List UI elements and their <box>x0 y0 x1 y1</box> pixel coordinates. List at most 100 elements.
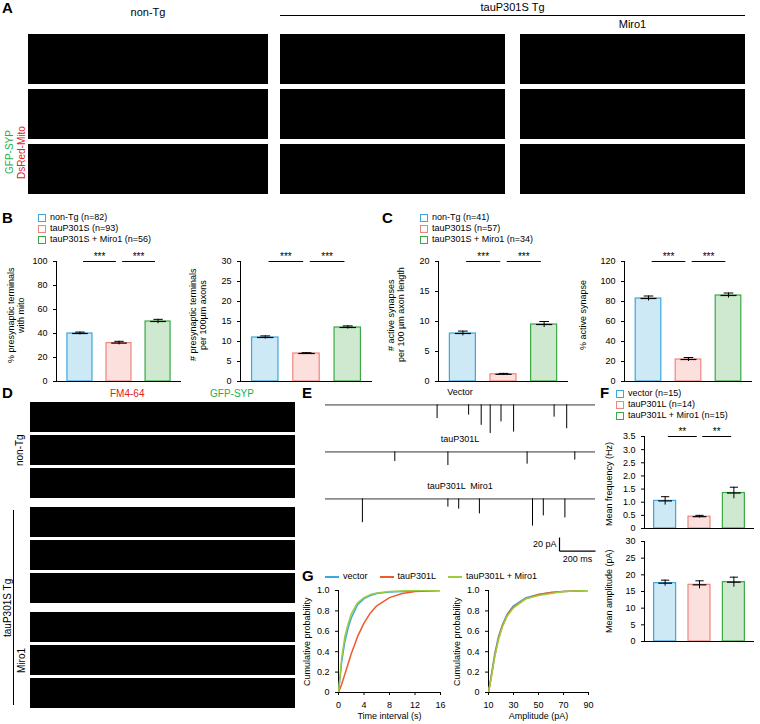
html-text:% presynaptic terminals with m: % presynaptic terminals with mito <box>6 267 27 363</box>
svg-text:20 pA: 20 pA <box>533 539 557 549</box>
svg-text:0.2: 0.2 <box>467 667 480 677</box>
svg-text:1.5: 1.5 <box>623 484 636 494</box>
html-text:# presynaptic terminals per 10: # presynaptic terminals per 100µm axons <box>188 268 209 362</box>
html-text:# active synapses per 100 µm a: # active synapses per 100 µm axon length <box>386 267 407 363</box>
svg-text:100: 100 <box>32 256 47 266</box>
html-text:non-Tg (n=82): non-Tg (n=82) <box>50 212 108 223</box>
svg-text:0: 0 <box>610 376 615 386</box>
svg-text:60: 60 <box>605 316 615 326</box>
svg-text:0.5: 0.5 <box>623 510 636 520</box>
svg-text:0: 0 <box>630 636 635 646</box>
html-text:tauP301S + Miro1 (n=56): tauP301S + Miro1 (n=56) <box>50 234 152 245</box>
svg-text:12: 12 <box>410 700 420 710</box>
html-text:FM4-64: FM4-64 <box>110 388 145 399</box>
svg-text:50: 50 <box>533 700 543 710</box>
html-text:tauP301S Tg: tauP301S Tg <box>2 578 13 637</box>
svg-text:0: 0 <box>226 376 231 386</box>
html-text:tauP301S Tg: tauP301S Tg <box>480 1 545 13</box>
svg-text:***: *** <box>703 251 715 262</box>
svg-text:0.2: 0.2 <box>317 667 330 677</box>
svg-text:2.0: 2.0 <box>623 471 636 481</box>
svg-text:Time interval (s): Time interval (s) <box>357 711 421 721</box>
svg-text:15: 15 <box>419 286 429 296</box>
svg-text:0.8: 0.8 <box>467 606 480 616</box>
svg-text:***: *** <box>133 251 145 262</box>
svg-text:30: 30 <box>508 700 518 710</box>
svg-text:25: 25 <box>625 553 635 563</box>
svg-text:120: 120 <box>600 256 615 266</box>
html-text:tauP301S (n=57): tauP301S (n=57) <box>432 223 501 234</box>
svg-text:***: *** <box>94 251 106 262</box>
svg-text:80: 80 <box>37 280 47 290</box>
svg-text:0: 0 <box>630 523 635 533</box>
svg-text:0: 0 <box>474 687 479 697</box>
svg-text:0.6: 0.6 <box>317 626 330 636</box>
svg-text:0.6: 0.6 <box>467 626 480 636</box>
html-text:Miro1: Miro1 <box>16 647 27 673</box>
svg-text:40: 40 <box>37 328 47 338</box>
svg-text:8: 8 <box>387 700 392 710</box>
html-text:non-Tg: non-Tg <box>14 434 25 466</box>
svg-text:0: 0 <box>424 376 429 386</box>
html-text:GFP-SYP: GFP-SYP <box>4 130 15 175</box>
svg-text:20: 20 <box>605 356 615 366</box>
svg-text:30: 30 <box>221 256 231 266</box>
svg-text:20: 20 <box>625 570 635 580</box>
svg-text:15: 15 <box>625 586 635 596</box>
html-text:DsRed-Mito: DsRed-Mito <box>16 126 27 179</box>
svg-text:***: *** <box>477 251 489 262</box>
svg-text:0.4: 0.4 <box>467 647 480 657</box>
svg-text:30: 30 <box>625 536 635 546</box>
svg-text:0: 0 <box>42 376 47 386</box>
svg-text:1.0: 1.0 <box>467 585 480 595</box>
html-text:A: A <box>2 0 13 16</box>
svg-text:70: 70 <box>558 700 568 710</box>
svg-text:Amplitude (pA): Amplitude (pA) <box>509 711 569 721</box>
svg-text:5: 5 <box>424 346 429 356</box>
svg-text:60: 60 <box>37 304 47 314</box>
svg-text:3.0: 3.0 <box>623 445 636 455</box>
svg-text:10: 10 <box>419 316 429 326</box>
html-text:tauP301S + Miro1 (n=34): tauP301S + Miro1 (n=34) <box>432 234 534 245</box>
html-text:non-Tg: non-Tg <box>130 6 166 18</box>
svg-text:10: 10 <box>221 336 231 346</box>
svg-text:**: ** <box>678 426 686 437</box>
svg-text:1.0: 1.0 <box>623 497 636 507</box>
svg-text:0: 0 <box>324 687 329 697</box>
svg-text:80: 80 <box>605 296 615 306</box>
html-text:Miro1: Miro1 <box>618 18 647 30</box>
svg-text:16: 16 <box>435 700 445 710</box>
svg-text:20: 20 <box>37 352 47 362</box>
html-text:B: B <box>2 209 13 226</box>
svg-text:3.5: 3.5 <box>623 431 636 441</box>
svg-text:***: *** <box>321 251 333 262</box>
svg-text:5: 5 <box>226 356 231 366</box>
html-text:non-Tg (n=41): non-Tg (n=41) <box>432 212 490 223</box>
svg-text:***: *** <box>280 251 292 262</box>
svg-text:4: 4 <box>361 700 366 710</box>
svg-text:200 ms: 200 ms <box>563 554 593 564</box>
svg-text:**: ** <box>713 426 721 437</box>
svg-text:20: 20 <box>419 256 429 266</box>
html-text:C: C <box>382 209 393 226</box>
svg-text:25: 25 <box>221 276 231 286</box>
html-text:G: G <box>302 567 314 584</box>
svg-text:40: 40 <box>605 336 615 346</box>
svg-text:0.8: 0.8 <box>317 606 330 616</box>
svg-text:0: 0 <box>336 700 341 710</box>
svg-text:2.5: 2.5 <box>623 458 636 468</box>
svg-text:1.0: 1.0 <box>317 585 330 595</box>
svg-text:10: 10 <box>483 700 493 710</box>
svg-text:15: 15 <box>221 316 231 326</box>
svg-text:***: *** <box>518 251 530 262</box>
svg-text:10: 10 <box>625 603 635 613</box>
svg-text:90: 90 <box>583 700 593 710</box>
svg-text:100: 100 <box>600 276 615 286</box>
svg-text:20: 20 <box>221 296 231 306</box>
svg-text:5: 5 <box>630 620 635 630</box>
svg-text:0.4: 0.4 <box>317 647 330 657</box>
html-text:tauP301S (n=93): tauP301S (n=93) <box>50 223 119 234</box>
html-text:GFP-SYP: GFP-SYP <box>210 388 254 399</box>
svg-text:***: *** <box>663 251 675 262</box>
html-text:D: D <box>2 384 13 401</box>
